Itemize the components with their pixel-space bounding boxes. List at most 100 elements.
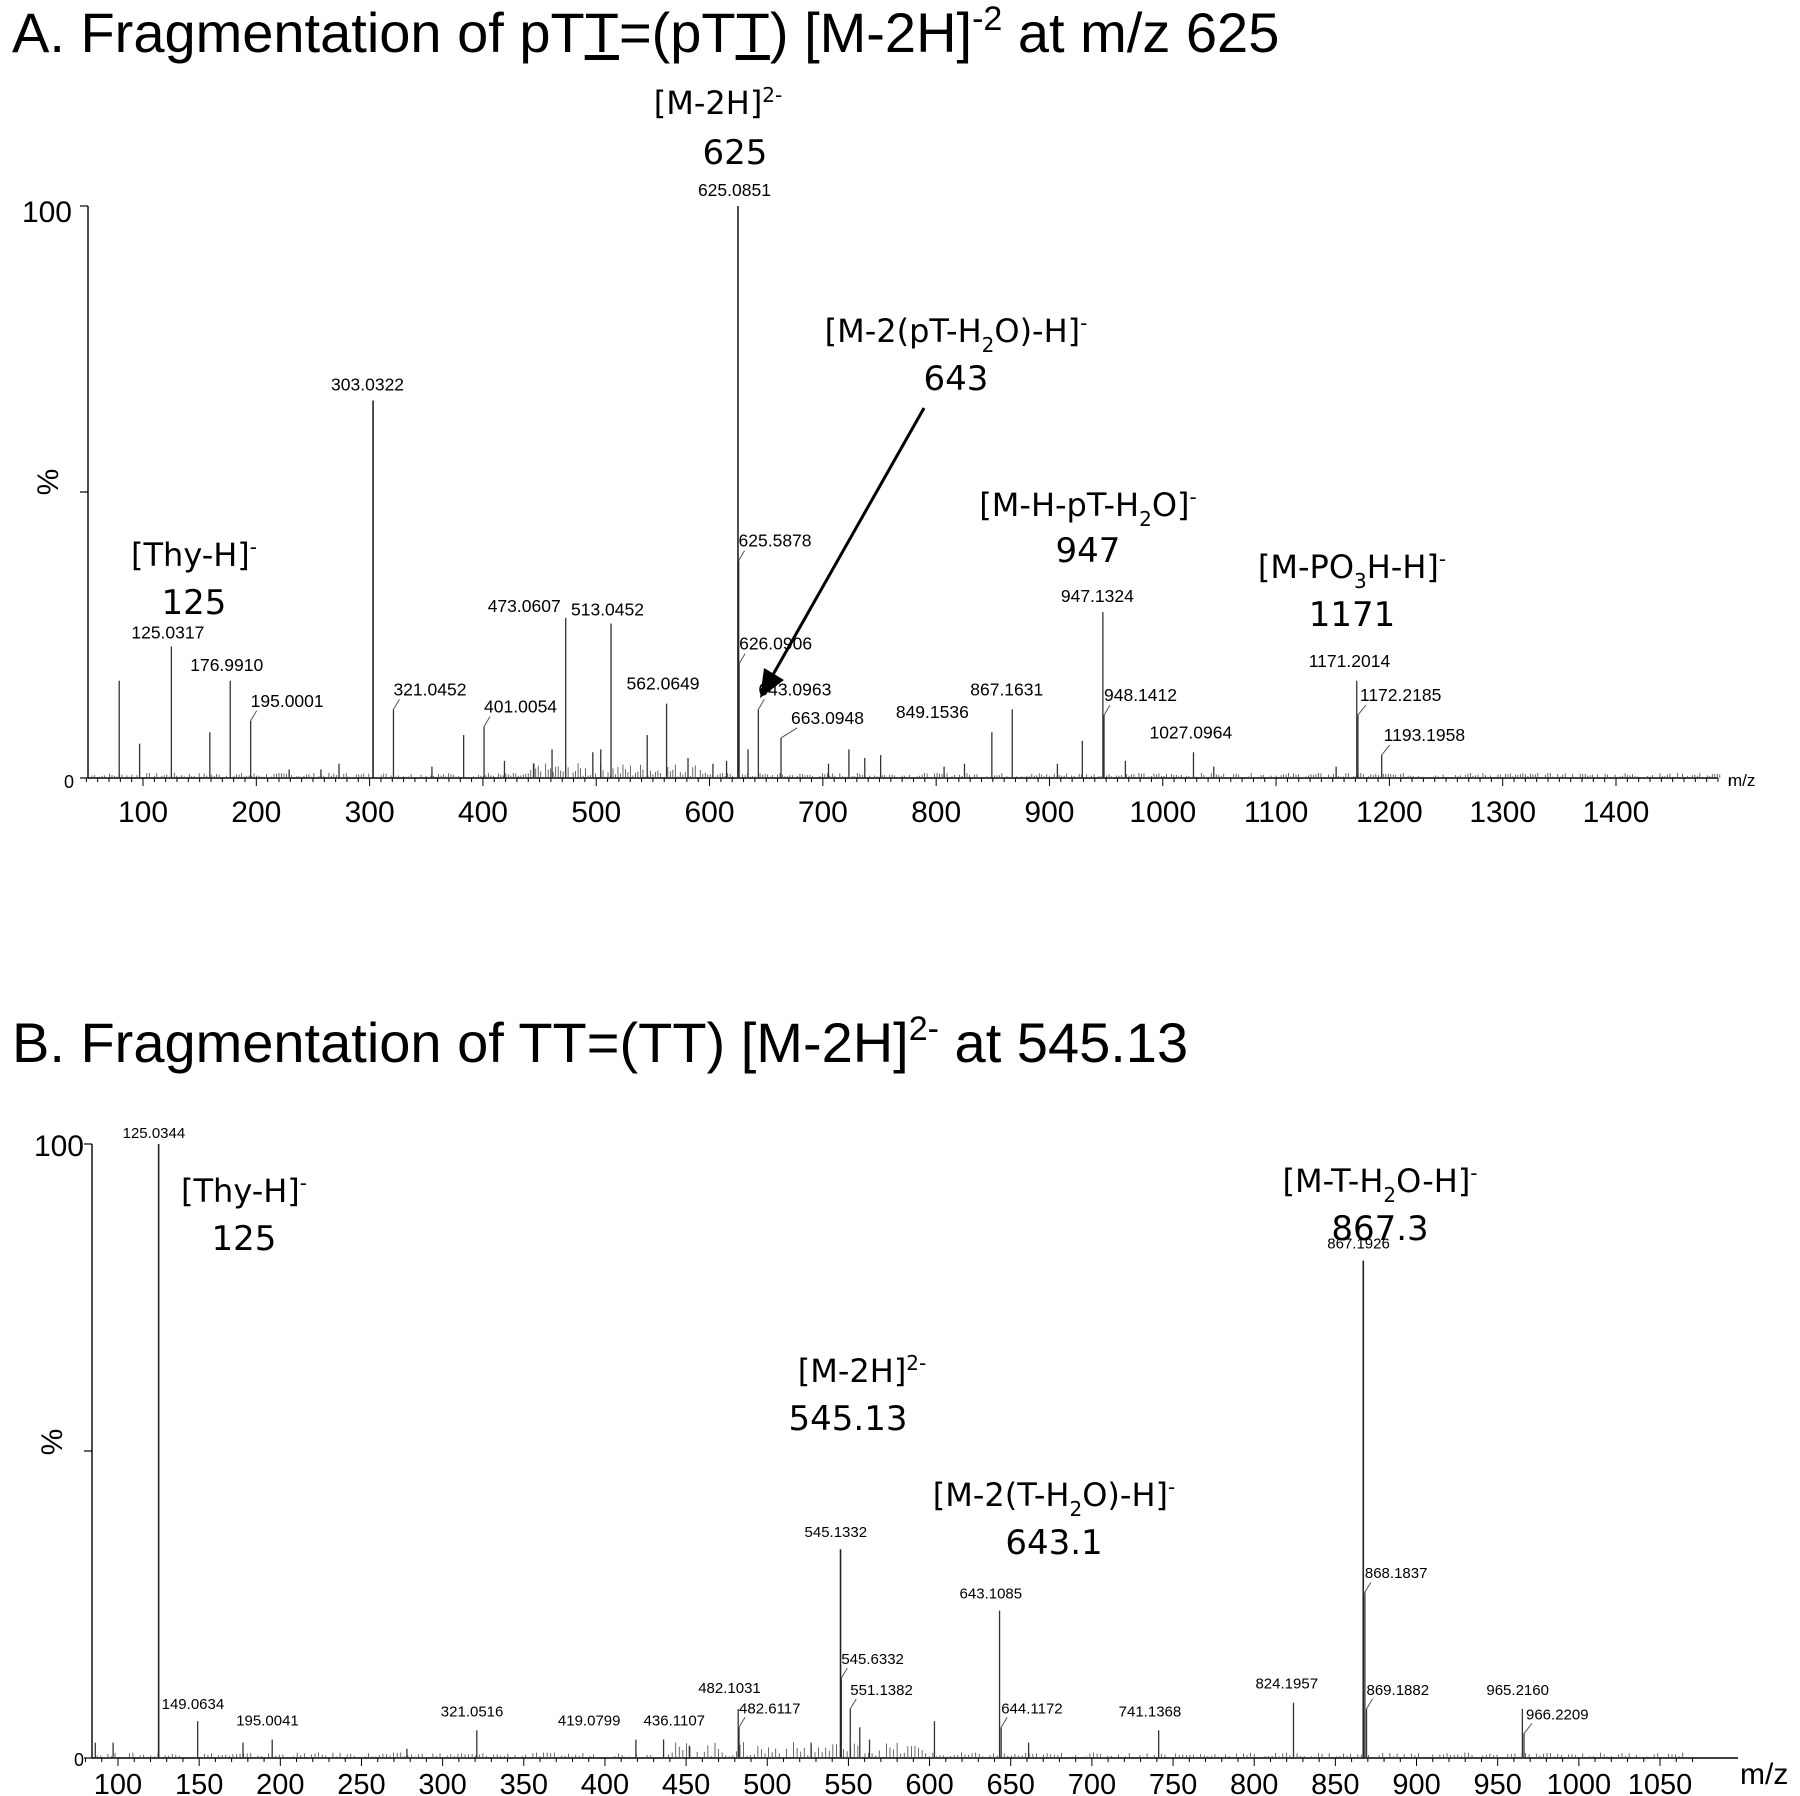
peak-label-643-1085-b: 643.1085 [960,1586,1023,1603]
peak-label-867-1926-b: 867.1926 [1327,1236,1390,1253]
peak-label-551-1382-b: 551.1382 [850,1682,913,1699]
peak-leader-663-0948-a [780,727,798,739]
x-tick-label-750-b: 750 [1149,1769,1197,1796]
y-axis-label-b: % [36,1429,69,1456]
x-tick-label-450-b: 450 [662,1769,710,1796]
peak-label-966-2209-b: 966.2209 [1526,1706,1589,1723]
x-tick-label-700-b: 700 [1068,1769,1116,1796]
peak-leader-482-6117-b [738,1717,746,1728]
x-tick-label-500-b: 500 [743,1769,791,1796]
peak-leader-551-1382-b [849,1698,857,1710]
peak-label-1172-2185-a: 1172.2185 [1360,685,1441,705]
spectrum-plot-b: 100 0 % m/z 100 150 200 250 300 350 400 450 500 5… [34,1125,1788,1796]
chart-title-a: A. Fragmentation of pTT=(pTT) [M-2H]-2 a… [12,0,1280,64]
peak-label-419-0799-b: 419.0799 [558,1713,621,1730]
annotation-m2h-value-a: 625 [703,133,768,173]
peak-label-562-0649-a: 562.0649 [627,674,700,694]
peak-leader-869-1882-b [1366,1698,1373,1710]
annotation-loss-tw-value-b: 643.1 [1005,1523,1102,1563]
annotation-po3h-value-a: 1171 [1309,595,1396,635]
peak-label-195-0041-b: 195.0041 [236,1713,299,1730]
peak-label-473-0607-a: 473.0607 [488,596,561,616]
peak-label-321-0452-a: 321.0452 [393,679,466,699]
peak-label-195-0001-a: 195.0001 [251,691,324,711]
chart-title-b: B. Fragmentation of TT=(TT) [M-2H]2- at … [12,1010,1189,1074]
annotation-m-h-pt-value-a: 947 [1056,531,1121,571]
peak-label-625-0851-a: 625.0851 [698,180,771,200]
peaks-a [91,206,1721,778]
x-tick-label-300-b: 300 [418,1769,466,1796]
x-tick-label-350-b: 350 [500,1769,548,1796]
annotation-m2h-label-a: [M-2H]2- [654,83,783,122]
peak-labels-a: 125.0317 176.9910 195.0001 303.0322 321.0452… [131,180,1465,756]
peak-label-868-1837-b: 868.1837 [1365,1565,1428,1582]
annotation-m-h-pt-label-a: [M-H-pT-H2O]- [979,485,1196,531]
peak-label-513-0452-a: 513.0452 [571,600,644,620]
annotation-po3h-label-a: [M-PO3H-H]- [1258,547,1446,593]
peak-labels-b: 125.0344 149.0634 195.0041 321.0516 419.0799… [123,1125,1589,1734]
y-axis-label-a: % [32,469,65,496]
x-tick-label-900-a: 900 [1024,796,1074,829]
annotation-m2h-value-b: 545.13 [789,1399,908,1439]
peak-label-626-0906-a: 626.0906 [739,634,812,654]
x-tick-label-100-b: 100 [94,1769,142,1796]
annotation-loss-ptw-value-a: 643 [924,359,989,399]
peak-leader-545-6332-b [840,1667,848,1679]
y-tick-label-0-a: 0 [64,772,74,792]
x-tick-label-1100-a: 1100 [1244,796,1309,829]
peak-label-849-1536-a: 849.1536 [896,702,969,722]
annotation-mt-value-b: 867.3 [1331,1209,1428,1249]
x-tick-label-1200-a: 1200 [1356,796,1423,829]
peak-label-867-1631-a: 867.1631 [970,679,1043,699]
baseline-noise-a [91,763,1721,778]
x-ticks-b: 100 150 200 250 300 350 400 450 500 550 600 650 700 7… [85,1758,1693,1796]
annotation-loss-ptw-label-a: [M-2(pT-H2O)-H]- [825,311,1088,357]
x-tick-label-850-b: 850 [1311,1769,1359,1796]
x-tick-label-1000-b: 1000 [1547,1769,1612,1796]
y-tick-label-100-b: 100 [34,1130,84,1163]
x-tick-label-500-a: 500 [571,796,621,829]
annotation-loss-tw-label-b: [M-2(T-H2O)-H]- [933,1475,1175,1521]
peak-label-149-0634-b: 149.0634 [162,1696,225,1713]
annotation-thy-value-b: 125 [212,1219,277,1259]
x-tick-label-950-b: 950 [1473,1769,1521,1796]
peak-label-1193-1958-a: 1193.1958 [1384,725,1465,745]
peak-label-545-1332-b: 545.1332 [805,1524,868,1541]
spectrum-plot-a: 100 0 % m/z 100 200 300 400 500 600 700 800 900 1… [22,83,1755,829]
peak-label-125-0317-a: 125.0317 [131,622,204,642]
peak-label-625-5878-a: 625.5878 [739,531,812,551]
x-tick-label-800-a: 800 [911,796,961,829]
annotations-b: [Thy-H]- 125 [M-2H]2- 545.13 [M-2(T-H2O)… [181,1161,1478,1563]
peak-leader-1172-2185-a [1357,704,1367,716]
x-tick-label-900-b: 900 [1392,1769,1440,1796]
x-tick-label-400-b: 400 [581,1769,629,1796]
peaks-b [94,1144,1684,1758]
annotation-thy-label-b: [Thy-H]- [181,1171,307,1210]
peak-label-663-0948-a: 663.0948 [791,708,864,728]
peak-label-948-1412-a: 948.1412 [1104,685,1177,705]
y-tick-label-0-b: 0 [74,1750,84,1770]
peak-label-869-1882-b: 869.1882 [1367,1682,1430,1699]
peak-label-644-1172-b: 644.1172 [1001,1700,1062,1717]
peak-label-436-1107-b: 436.1107 [644,1713,705,1730]
peak-leader-868-1837-b [1364,1581,1372,1593]
peak-label-947-1324-a: 947.1324 [1061,586,1134,606]
peak-label-965-216-b: 965.2160 [1486,1682,1549,1699]
baseline-noise-b [96,1742,1684,1758]
x-axis-label-b: m/z [1740,1758,1788,1791]
peak-leader-643-0963-a [757,699,765,710]
x-tick-label-400-a: 400 [458,796,508,829]
y-tick-label-100-a: 100 [22,196,72,229]
peak-label-303-0322-a: 303.0322 [331,374,404,394]
x-tick-label-550-b: 550 [824,1769,872,1796]
annotation-arrow-shaft-a [768,407,926,681]
peak-label-401-0054-a: 401.0054 [484,697,557,717]
x-tick-label-650-b: 650 [987,1769,1035,1796]
peak-leader-626-0906-a [738,653,746,664]
x-tick-label-700-a: 700 [798,796,848,829]
spectrum-panel-b: B. Fragmentation of TT=(TT) [M-2H]2- at … [0,1010,1800,1796]
x-tick-label-300-a: 300 [345,796,395,829]
peak-leader-966-2209-b [1523,1723,1533,1734]
x-ticks-a: 100 200 300 400 500 600 700 800 900 1000 1100 1200 1… [85,778,1730,829]
axes-b: 100 0 % m/z [34,1130,1788,1791]
